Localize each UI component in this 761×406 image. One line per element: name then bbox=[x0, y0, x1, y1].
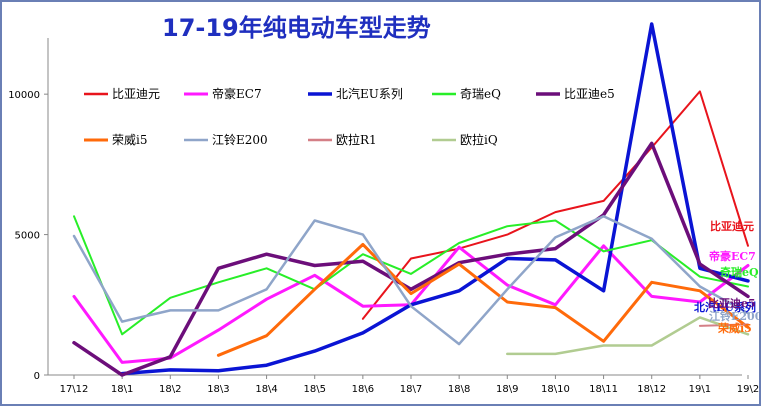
legend-label: 欧拉R1 bbox=[336, 132, 377, 147]
series-line-1 bbox=[361, 90, 749, 320]
series-line-5 bbox=[72, 141, 750, 377]
x-tick-label: 18\3 bbox=[207, 384, 229, 395]
chart-title: 17-19年纯电动车型走势 bbox=[162, 14, 431, 42]
legend: 比亚迪元 帝豪EC7 北汽EU系列 奇瑞eQ 比亚迪e5 荣威i5 江铃E200 欧拉R1 欧拉… bbox=[84, 86, 615, 147]
end-label: 荣威i5 bbox=[717, 321, 752, 335]
legend-label: 帝豪EC7 bbox=[212, 86, 262, 101]
x-tick-label: 18\5 bbox=[303, 384, 325, 395]
legend-label: 奇瑞eQ bbox=[460, 87, 501, 101]
end-label: 比亚迪e5 bbox=[708, 296, 756, 310]
series-line-9 bbox=[506, 316, 750, 356]
x-tick-label: 18\12 bbox=[637, 384, 666, 395]
legend-label: 江铃E200 bbox=[212, 132, 268, 147]
legend-label: 比亚迪e5 bbox=[564, 87, 615, 101]
tick-labels: 0 5000 10000 17\12 18\1 18\2 18\3 18\4 18\5 18\6 1… bbox=[8, 90, 759, 395]
x-tick-label: 18\11 bbox=[589, 384, 618, 395]
series-line-3 bbox=[120, 22, 750, 376]
legend-label: 比亚迪元 bbox=[112, 87, 160, 101]
x-tick-label: 18\10 bbox=[541, 384, 570, 395]
end-label: 江铃E200 bbox=[709, 309, 759, 323]
legend-label: 荣威i5 bbox=[112, 133, 147, 147]
legend-label: 北汽EU系列 bbox=[336, 86, 403, 101]
legend-label: 欧拉iQ bbox=[460, 132, 498, 147]
y-tick-label: 0 bbox=[34, 371, 40, 382]
x-tick-label: 18\9 bbox=[496, 384, 518, 395]
end-label: 比亚迪元 bbox=[710, 219, 754, 233]
x-tick-label: 19\2 bbox=[737, 384, 759, 395]
axes bbox=[44, 38, 749, 379]
y-tick-label: 10000 bbox=[8, 90, 40, 101]
series-line-6 bbox=[216, 242, 750, 357]
x-tick-label: 19\1 bbox=[689, 384, 711, 395]
end-label: 帝豪EC7 bbox=[709, 249, 756, 263]
x-tick-label: 18\1 bbox=[111, 384, 133, 395]
end-label: 奇瑞eQ bbox=[720, 265, 759, 279]
x-tick-label: 18\6 bbox=[352, 384, 374, 395]
end-label: 北汽EU系列 bbox=[694, 300, 756, 314]
x-tick-label: 18\2 bbox=[159, 384, 181, 395]
series-lines bbox=[72, 22, 750, 377]
x-tick-label: 18\8 bbox=[448, 384, 470, 395]
x-tick-label: 18\4 bbox=[255, 384, 277, 395]
x-tick-label: 17\12 bbox=[60, 384, 89, 395]
y-tick-label: 5000 bbox=[15, 231, 40, 242]
series-line-7 bbox=[72, 215, 750, 346]
series-line-4 bbox=[73, 215, 749, 336]
x-tick-label: 18\7 bbox=[400, 384, 422, 395]
